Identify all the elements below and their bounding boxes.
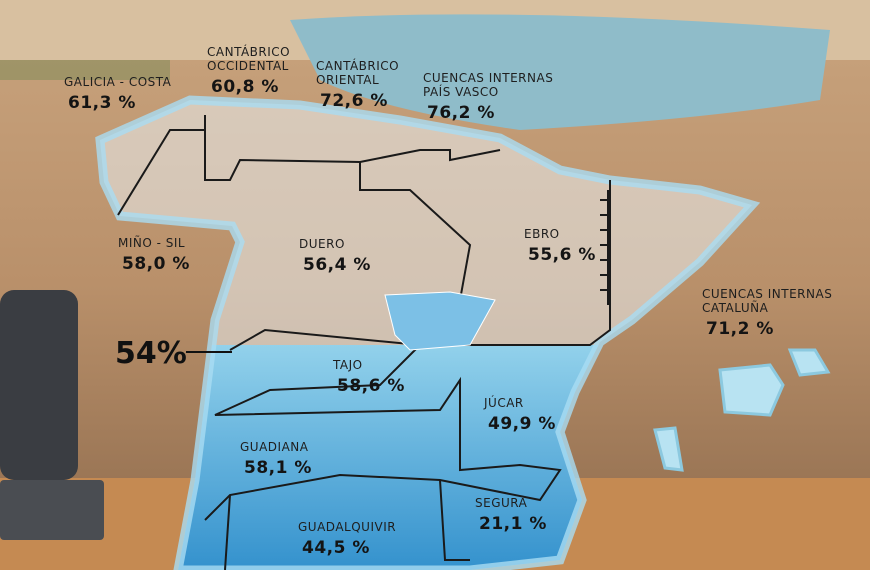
basin-value: 72,6 %	[320, 91, 388, 111]
reservoir	[290, 14, 830, 130]
basin-value: 58,1 %	[244, 458, 312, 478]
basin-value: 76,2 %	[427, 103, 495, 123]
basin-name: GUADIANA	[240, 440, 309, 454]
basin-name: EBRO	[524, 227, 560, 241]
basin-name: ORIENTAL	[316, 73, 379, 87]
basin-name: CANTÁBRICO	[207, 44, 290, 59]
basin-name: CUENCAS INTERNAS	[423, 71, 553, 85]
basin-name: JÚCAR	[483, 395, 524, 410]
basin-name: TAJO	[332, 358, 363, 372]
mini-map	[384, 291, 496, 351]
laptop	[0, 480, 104, 540]
basin-value: 58,6 %	[337, 376, 405, 396]
water-level: 54%	[115, 336, 187, 371]
basin-value: 49,9 %	[488, 414, 556, 434]
basin-value: 60,8 %	[211, 77, 279, 97]
basin-value: 58,0 %	[122, 254, 190, 274]
basin-value: 61,3 %	[68, 93, 136, 113]
vegetation	[0, 60, 170, 80]
basin-name: MIÑO - SIL	[118, 235, 185, 250]
basin-name: CATALUÑA	[702, 300, 769, 315]
basin-value: 56,4 %	[303, 255, 371, 275]
basin-name: OCCIDENTAL	[207, 59, 289, 73]
basin-name: DUERO	[299, 237, 345, 251]
basin-value: 21,1 %	[479, 514, 547, 534]
basin-value: 44,5 %	[302, 538, 370, 558]
basin-value: 71,2 %	[706, 319, 774, 339]
chair	[0, 290, 78, 480]
basin-name: PAÍS VASCO	[423, 84, 499, 99]
basin-name: CANTÁBRICO	[316, 58, 399, 73]
basin-name: GUADALQUIVIR	[298, 520, 396, 534]
basin-name: SEGURA	[475, 496, 528, 510]
ice-fragments	[653, 348, 831, 472]
basin-name: GALICIA - COSTA	[64, 75, 172, 89]
basin-name: CUENCAS INTERNAS	[702, 287, 832, 301]
basin-value: 55,6 %	[528, 245, 596, 265]
